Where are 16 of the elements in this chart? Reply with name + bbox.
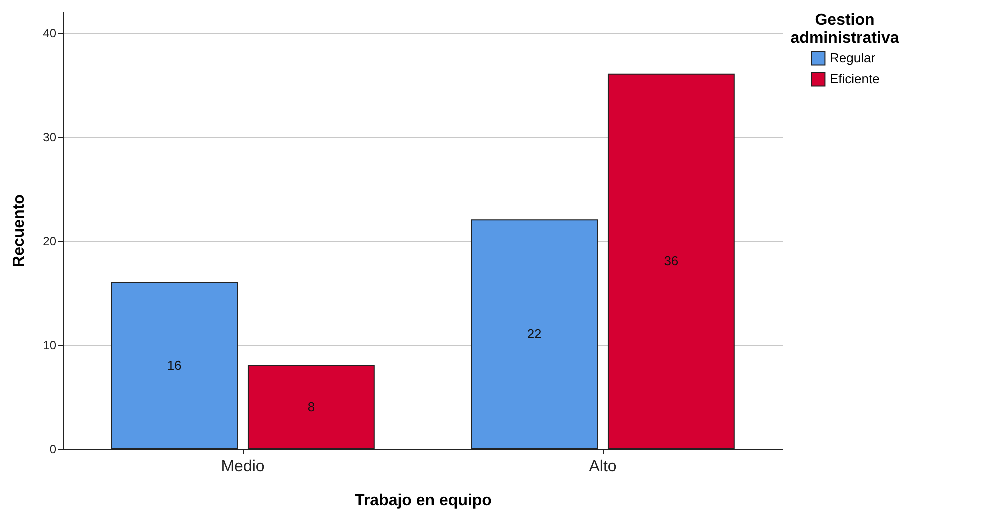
data-label: 16 [167,358,182,373]
y-tick-label: 10 [43,338,57,352]
x-axis-title: Trabajo en equipo [355,492,492,510]
legend-label: Eficiente [830,72,880,86]
y-tick-label: 40 [43,26,57,40]
y-tick-label: 30 [43,130,57,144]
data-label: 36 [664,254,679,269]
legend-title: Gestion administrativa [790,12,900,47]
x-tick-label: Medio [221,458,265,476]
data-label: 22 [527,326,542,342]
y-tick-label: 0 [50,442,57,456]
x-tick-label: Alto [589,458,617,476]
y-axis-title: Recuento [11,194,28,268]
legend-label: Regular [830,50,876,66]
data-label: 8 [308,399,316,414]
y-tick-label: 20 [43,234,57,248]
